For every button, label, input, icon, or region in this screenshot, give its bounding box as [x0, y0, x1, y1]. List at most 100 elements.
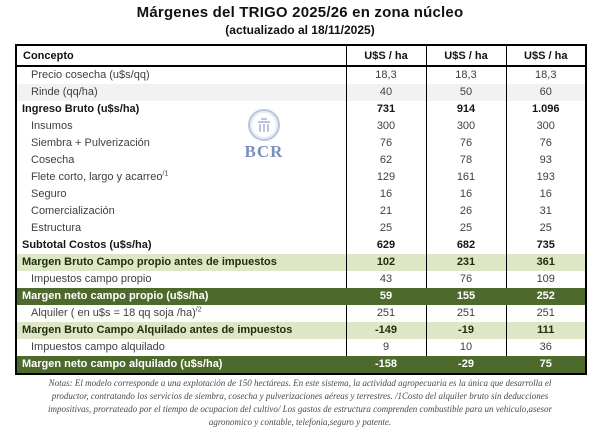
row-value: 78: [425, 152, 506, 169]
row-value: 252: [505, 288, 586, 305]
row-label: Estructura: [31, 222, 82, 234]
header-col-2: U$S / ha: [425, 45, 506, 67]
header-col-3: U$S / ha: [505, 45, 586, 67]
row-value: 735: [505, 237, 586, 254]
row-value: 16: [505, 186, 586, 203]
row-value: 9: [345, 339, 426, 356]
row-value: 50: [425, 84, 506, 101]
row-label: Rinde (qq/ha): [31, 86, 98, 98]
row-value: 231: [425, 254, 506, 271]
row-value: 76: [345, 135, 426, 152]
row-value: -149: [345, 322, 426, 339]
header-concept: Concepto: [16, 45, 346, 67]
row-value: -19: [425, 322, 506, 339]
row-value: 682: [425, 237, 506, 254]
row-value: 111: [505, 322, 586, 339]
row-value: 300: [425, 118, 506, 135]
row-value: 102: [345, 254, 426, 271]
footnote-marker: /2: [195, 306, 202, 314]
footnote-line: agronomico y contable, telefonia,seguro …: [208, 417, 392, 427]
row-value: 25: [425, 220, 506, 237]
row-value: 251: [345, 305, 426, 322]
table-row: Rinde (qq/ha) 40 50 60: [16, 84, 586, 101]
table-row: Impuestos campo alquilado 9 10 36: [16, 339, 586, 356]
row-value: 16: [345, 186, 426, 203]
row-value: 300: [345, 118, 426, 135]
row-value: 76: [425, 271, 506, 288]
table-row: Siembra + Pulverización 76 76 76: [16, 135, 586, 152]
row-value: 629: [345, 237, 426, 254]
table-row: Alquiler ( en u$s = 18 qq soja /ha)/2 251…: [16, 305, 586, 322]
table-row: Margen neto campo propio (u$s/ha) 59 155 25…: [16, 288, 586, 305]
row-value: 361: [505, 254, 586, 271]
row-label: Siembra + Pulverización: [31, 137, 150, 149]
page-title: Márgenes del TRIGO 2025/26 en zona núcle…: [136, 4, 464, 21]
row-value: 731: [345, 101, 426, 118]
row-label: Alquiler ( en u$s = 18 qq soja /ha)/2: [31, 306, 202, 319]
table-row: Comercialización 21 26 31: [16, 203, 586, 220]
row-label: Insumos: [31, 120, 73, 132]
row-value: 16: [425, 186, 506, 203]
row-value: 251: [425, 305, 506, 322]
table-row: Margen Bruto Campo propio antes de impue…: [16, 254, 586, 271]
page-subtitle: (actualizado al 18/11/2025): [225, 23, 375, 37]
table-row: Subtotal Costos (u$s/ha) 629 682 735: [16, 237, 586, 254]
row-value: 40: [345, 84, 426, 101]
row-label: Impuestos campo propio: [31, 273, 152, 285]
row-value: 18,3: [425, 66, 506, 84]
row-value: 76: [425, 135, 506, 152]
row-label: Impuestos campo alquilado: [31, 341, 165, 353]
footnote-line: productor, contratando los servicios de …: [51, 391, 549, 401]
table-row: Margen neto campo alquilado (u$s/ha) -158…: [16, 356, 586, 374]
row-value: 109: [505, 271, 586, 288]
table-row: Precio cosecha (u$s/qq) 18,3 18,3 18,3: [16, 66, 586, 84]
table-header-row: Concepto U$S / ha U$S / ha U$S / ha: [16, 45, 586, 67]
row-label: Comercialización: [31, 205, 115, 217]
row-value: 31: [505, 203, 586, 220]
table-row: Margen Bruto Campo Alquilado antes de im…: [16, 322, 586, 339]
margins-table: Concepto U$S / ha U$S / ha U$S / ha Prec…: [15, 44, 587, 375]
row-label: Subtotal Costos (u$s/ha): [22, 239, 152, 251]
row-value: 300: [505, 118, 586, 135]
row-value: 76: [505, 135, 586, 152]
row-value: 60: [505, 84, 586, 101]
footnote-line: Notas: El modelo corresponde a una explo…: [48, 378, 552, 388]
row-value: 161: [425, 169, 506, 186]
row-label: Ingreso Bruto (u$s/ha): [22, 103, 140, 115]
table-row: Estructura 25 25 25: [16, 220, 586, 237]
row-value: 914: [425, 101, 506, 118]
row-label: Margen Bruto Campo Alquilado antes de im…: [22, 324, 293, 336]
row-label: Margen neto campo alquilado (u$s/ha): [22, 358, 223, 370]
row-label: Flete corto, largo y acarreo/1: [31, 170, 169, 183]
row-value: 59: [345, 288, 426, 305]
row-value: 93: [505, 152, 586, 169]
row-label: Seguro: [31, 188, 67, 200]
row-value: 36: [505, 339, 586, 356]
row-value: 193: [505, 169, 586, 186]
row-value: -29: [425, 356, 506, 374]
row-value: 25: [345, 220, 426, 237]
header-col-1: U$S / ha: [345, 45, 426, 67]
footnote-marker: /1: [162, 170, 169, 178]
table-row: Flete corto, largo y acarreo/1 129 161 193: [16, 169, 586, 186]
row-value: 43: [345, 271, 426, 288]
row-value: 155: [425, 288, 506, 305]
row-value: 10: [425, 339, 506, 356]
row-value: 62: [345, 152, 426, 169]
table-row: Seguro 16 16 16: [16, 186, 586, 203]
row-value: 251: [505, 305, 586, 322]
row-value: 26: [425, 203, 506, 220]
row-label: Precio cosecha (u$s/qq): [31, 69, 150, 81]
footnote-line: impositivas, prorrateado por el tiempo d…: [47, 404, 553, 414]
table-row: Impuestos campo propio 43 76 109: [16, 271, 586, 288]
row-value: 1.096: [505, 101, 586, 118]
row-label: Margen neto campo propio (u$s/ha): [22, 290, 209, 302]
table-row: Insumos 300 300 300: [16, 118, 586, 135]
table-row: Ingreso Bruto (u$s/ha) 731 914 1.096: [16, 101, 586, 118]
table-row: Cosecha 62 78 93: [16, 152, 586, 169]
row-label: Cosecha: [31, 154, 75, 166]
row-value: 21: [345, 203, 426, 220]
row-value: 25: [505, 220, 586, 237]
row-value: -158: [345, 356, 426, 374]
footnotes: Notas: El modelo corresponde a una explo…: [0, 377, 600, 429]
